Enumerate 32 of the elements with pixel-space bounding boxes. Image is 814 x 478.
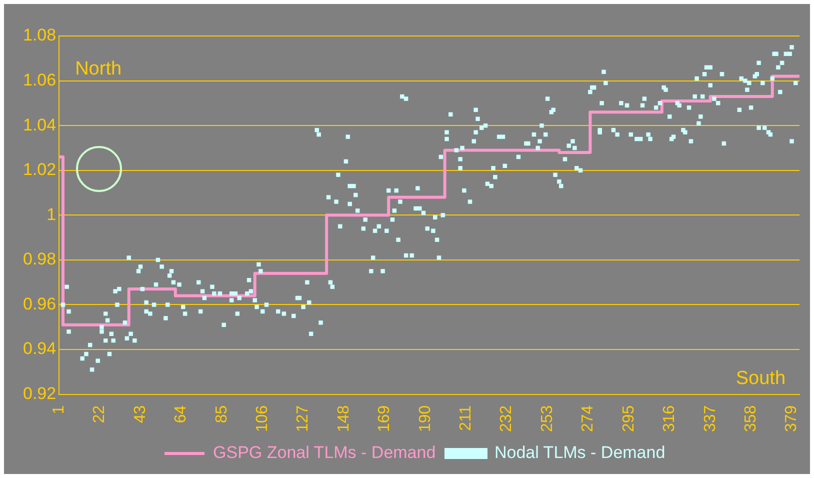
x-tick-label: 379 <box>783 405 800 432</box>
legend-label: GSPG Zonal TLMs - Demand <box>213 443 436 462</box>
x-tick-label: 64 <box>172 405 190 424</box>
y-tick-label: 0.98 <box>22 250 56 269</box>
legend-label: Nodal TLMs - Demand <box>494 443 666 462</box>
annotation: North <box>75 58 122 80</box>
x-tick-label: 22 <box>91 405 108 424</box>
x-tick-label: 274 <box>580 405 597 432</box>
annotation: South <box>736 368 786 390</box>
y-tick-label: 1.06 <box>22 70 56 90</box>
x-tick-label: 316 <box>661 405 678 432</box>
y-tick-label: 0.96 <box>22 294 56 314</box>
x-tick-label: 232 <box>498 405 516 432</box>
x-tick-label: 253 <box>538 405 556 432</box>
x-tick-label: 106 <box>254 405 272 432</box>
y-tick-label: 1 <box>46 204 56 224</box>
y-tick-label: 1.04 <box>22 115 56 134</box>
y-tick-label: 0.92 <box>22 384 56 403</box>
x-tick-label: 295 <box>620 405 638 432</box>
x-tick-label: 127 <box>294 405 312 432</box>
y-tick-label: 0.94 <box>22 339 56 358</box>
x-tick-label: 148 <box>335 405 352 432</box>
x-tick-label: 211 <box>458 405 475 431</box>
x-tick-label: 190 <box>416 405 434 432</box>
x-tick-label: 337 <box>702 405 719 432</box>
y-tick-label: 1.08 <box>22 26 56 45</box>
x-tick-label: 85 <box>213 405 230 424</box>
x-tick-label: 43 <box>132 405 149 424</box>
x-tick-label: 169 <box>376 405 394 432</box>
x-tick-label: 358 <box>742 405 760 432</box>
y-tick-label: 1.02 <box>22 160 56 180</box>
x-tick-label: 1 <box>50 405 68 414</box>
